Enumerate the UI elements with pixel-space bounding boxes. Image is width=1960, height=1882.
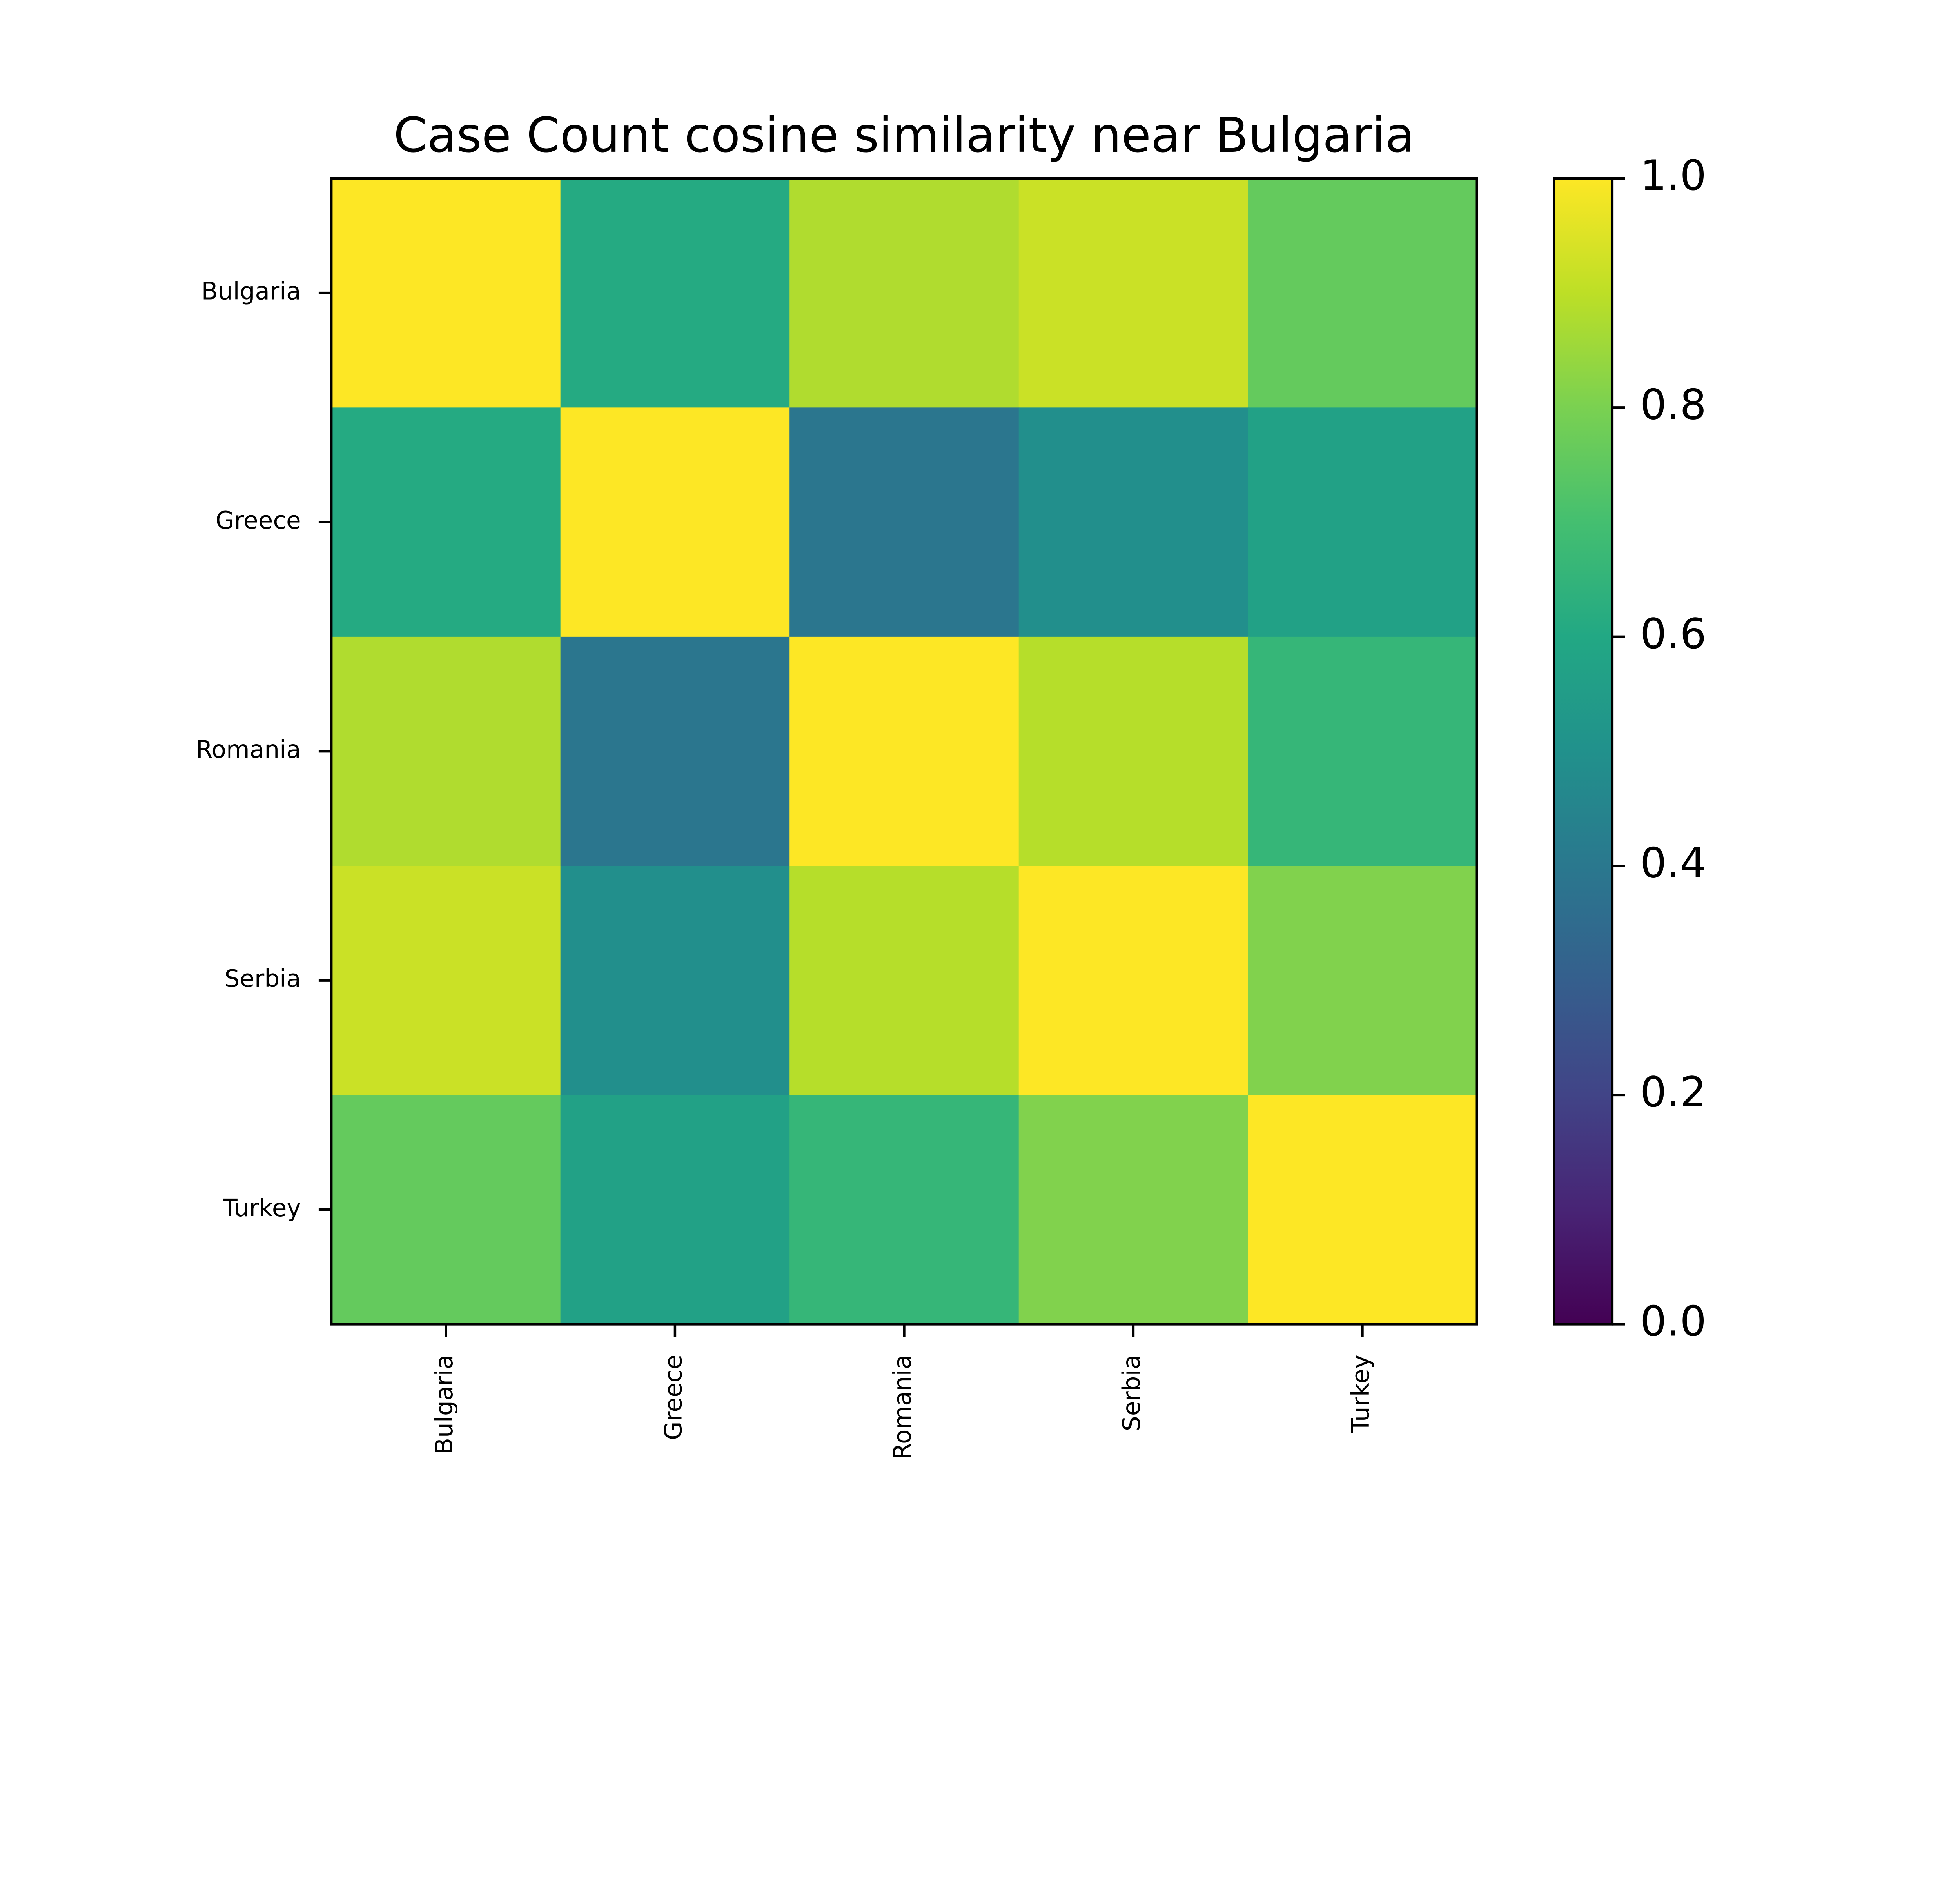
y-tick-label: Turkey: [222, 1194, 301, 1222]
colorbar-tick-label: 1.0: [1640, 151, 1706, 200]
x-axis: Bulgaria Greece Romania Serbia Turkey: [430, 1324, 1375, 1460]
y-tick-label: Serbia: [224, 965, 301, 993]
chart-root: Case Count cosine similarity near Bulgar…: [196, 107, 1706, 1460]
chart-title: Case Count cosine similarity near Bulgar…: [394, 107, 1415, 163]
y-axis: Bulgaria Greece Romania Serbia Turkey: [196, 278, 332, 1222]
heatmap-cell-greece-romania: [789, 407, 1020, 638]
y-tick-label: Romania: [196, 736, 301, 764]
colorbar-tick-label: 0.0: [1640, 1297, 1706, 1346]
heatmap-cell-serbia-turkey: [1248, 866, 1478, 1096]
heatmap-cell-turkey-romania: [789, 1095, 1020, 1325]
heatmap-cell-greece-bulgaria: [331, 407, 561, 638]
x-tick-label: Serbia: [1118, 1355, 1146, 1431]
colorbar-tick-label: 0.2: [1640, 1068, 1706, 1117]
heatmap-cells: [331, 178, 1478, 1325]
heatmap-cell-greece-turkey: [1248, 407, 1478, 638]
heatmap-cell-turkey-greece: [560, 1095, 790, 1325]
heatmap-cell-romania-turkey: [1248, 636, 1478, 867]
heatmap-cell-bulgaria-serbia: [1018, 178, 1249, 408]
colorbar-tick-label: 0.8: [1640, 381, 1706, 429]
heatmap-chart: Case Count cosine similarity near Bulgar…: [196, 107, 1706, 1460]
colorbar-tick-label: 0.4: [1640, 839, 1706, 888]
x-tick-label: Romania: [889, 1355, 916, 1460]
heatmap-cell-turkey-serbia: [1018, 1095, 1249, 1325]
colorbar: [1553, 177, 1614, 1326]
x-tick-label: Turkey: [1347, 1355, 1375, 1433]
heatmap-cell-bulgaria-bulgaria: [331, 178, 561, 408]
heatmap-cell-romania-romania: [789, 636, 1020, 867]
heatmap-cell-bulgaria-turkey: [1248, 178, 1478, 408]
heatmap-cell-romania-greece: [560, 636, 790, 867]
heatmap-cell-greece-greece: [560, 407, 790, 638]
heatmap-cell-serbia-bulgaria: [331, 866, 561, 1096]
heatmap-cell-serbia-greece: [560, 866, 790, 1096]
heatmap-cell-bulgaria-romania: [789, 178, 1020, 408]
heatmap-cell-bulgaria-greece: [560, 178, 790, 408]
y-tick-label: Greece: [216, 507, 301, 534]
heatmap-cell-turkey-bulgaria: [331, 1095, 561, 1325]
colorbar-axis: 0.0 0.2 0.4 0.6 0.8 1.0: [1612, 151, 1706, 1346]
heatmap-cell-serbia-romania: [789, 866, 1020, 1096]
y-tick-label: Bulgaria: [201, 278, 301, 305]
x-tick-label: Greece: [660, 1355, 688, 1440]
heatmap-cell-greece-serbia: [1018, 407, 1249, 638]
heatmap-cell-romania-serbia: [1018, 636, 1249, 867]
heatmap-cell-turkey-turkey: [1248, 1095, 1478, 1325]
colorbar-tick-label: 0.6: [1640, 610, 1706, 658]
heatmap-cell-romania-bulgaria: [331, 636, 561, 867]
heatmap-cell-serbia-serbia: [1018, 866, 1249, 1096]
x-tick-label: Bulgaria: [430, 1355, 458, 1454]
